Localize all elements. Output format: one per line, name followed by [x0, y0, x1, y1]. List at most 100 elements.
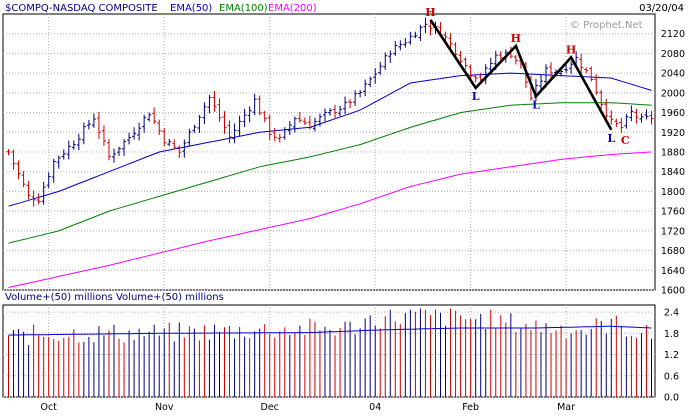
- price-bar: [202, 102, 207, 125]
- price-bar: [101, 125, 106, 146]
- price-bar: [197, 115, 202, 133]
- price-bar: [262, 110, 267, 123]
- price-bar: [403, 38, 408, 48]
- price-bar: [328, 108, 332, 116]
- price-bar: [6, 149, 11, 156]
- price-bar: [644, 109, 649, 120]
- price-bar: [56, 155, 61, 169]
- price-bar: [51, 158, 56, 183]
- price-bar: [112, 148, 116, 163]
- date-tick-label: 04: [369, 402, 381, 413]
- volume-panel-frame: [2, 304, 656, 398]
- date-tick-label: Nov: [155, 402, 174, 413]
- price-bar: [142, 114, 147, 133]
- price-bar: [513, 55, 518, 65]
- volume-tick-label: 0.6: [664, 371, 679, 382]
- price-bar: [242, 108, 247, 128]
- volume-average-line: [8, 325, 652, 336]
- volume-axis-ticks: 0.0 0.6 1.2 1.8 2.4: [664, 308, 679, 404]
- ema-line: [8, 72, 652, 207]
- ema200-legend: EMA(200): [268, 3, 317, 14]
- price-bar: [257, 95, 262, 116]
- price-bar: [157, 119, 162, 136]
- price-bar: [71, 140, 76, 150]
- price-bar: [31, 190, 36, 207]
- price-bar: [162, 128, 167, 147]
- ema50-legend: EMA(50): [170, 3, 212, 14]
- price-bar: [418, 24, 423, 41]
- price-bar: [629, 105, 634, 122]
- price-bar: [393, 40, 398, 56]
- price-bar: [408, 31, 413, 45]
- price-bar: [333, 104, 338, 120]
- price-tick-label: 2080: [661, 49, 685, 60]
- price-bar: [192, 124, 197, 133]
- price-tick-label: 1840: [661, 167, 685, 178]
- price-bar: [383, 52, 388, 70]
- price-bar: [287, 121, 292, 136]
- price-bar: [594, 74, 599, 95]
- price-bar: [86, 119, 91, 130]
- price-bar: [41, 181, 46, 205]
- price-bar: [106, 139, 111, 161]
- price-axis-ticks: 1600 1640 1680 1720 1760 1800 1840 1880 1920 1960…: [661, 29, 685, 296]
- price-bar: [473, 74, 478, 83]
- price-bar: [277, 133, 282, 143]
- price-bar: [81, 122, 86, 145]
- price-bar: [343, 96, 348, 115]
- price-bar: [307, 116, 312, 130]
- price-bars: [6, 17, 654, 207]
- price-bar: [353, 90, 358, 106]
- volume-tick-label: 0.0: [664, 393, 679, 404]
- price-bar: [187, 128, 192, 147]
- ema100-legend: EMA(100): [219, 3, 268, 14]
- price-bar: [61, 149, 66, 160]
- price-bar: [569, 61, 574, 74]
- price-bar: [634, 108, 639, 124]
- price-tick-label: 1600: [661, 286, 685, 297]
- price-tick-label: 1680: [661, 246, 685, 257]
- price-bar: [207, 95, 212, 114]
- price-bar: [358, 89, 363, 98]
- ema-line: [8, 151, 652, 288]
- price-bar: [282, 127, 287, 140]
- price-tick-label: 1640: [661, 266, 685, 277]
- date-tick-label: Dec: [261, 402, 279, 413]
- price-bar: [453, 42, 458, 58]
- price-tick-label: 1800: [661, 187, 685, 198]
- date-axis-ticks: Oct Nov Dec 04 Feb Mar: [40, 402, 575, 413]
- price-bar: [122, 139, 127, 156]
- price-bar: [609, 110, 614, 125]
- price-bar: [267, 114, 272, 141]
- price-bar: [378, 61, 383, 75]
- volume-panel-label: Volume+(50) millions Volume+(50) million…: [5, 292, 224, 303]
- price-bar: [619, 117, 624, 134]
- volume-tick-label: 2.4: [664, 308, 679, 319]
- volume-tick-label: 1.8: [664, 329, 679, 340]
- price-bar: [167, 138, 172, 147]
- price-bar: [212, 91, 217, 112]
- date-tick-label: Mar: [557, 402, 575, 413]
- price-bar: [91, 113, 96, 128]
- high-label: H: [511, 32, 521, 45]
- high-label: H: [425, 6, 435, 19]
- price-tick-label: 2040: [661, 69, 685, 80]
- price-bar: [614, 118, 619, 128]
- low-label: L: [472, 90, 480, 103]
- price-bar: [589, 66, 594, 82]
- price-bar: [468, 64, 473, 80]
- low-label: L: [532, 98, 540, 111]
- price-bar: [252, 93, 257, 115]
- price-bar: [604, 98, 609, 122]
- price-bar: [388, 50, 393, 64]
- price-bar: [317, 113, 322, 127]
- price-bar: [639, 113, 644, 123]
- price-tick-label: 2120: [661, 29, 685, 40]
- price-bar: [237, 115, 242, 137]
- price-bar: [312, 117, 317, 132]
- price-bar: [147, 112, 152, 122]
- price-bar: [549, 62, 554, 78]
- price-bar: [117, 146, 122, 156]
- price-bar: [96, 111, 101, 139]
